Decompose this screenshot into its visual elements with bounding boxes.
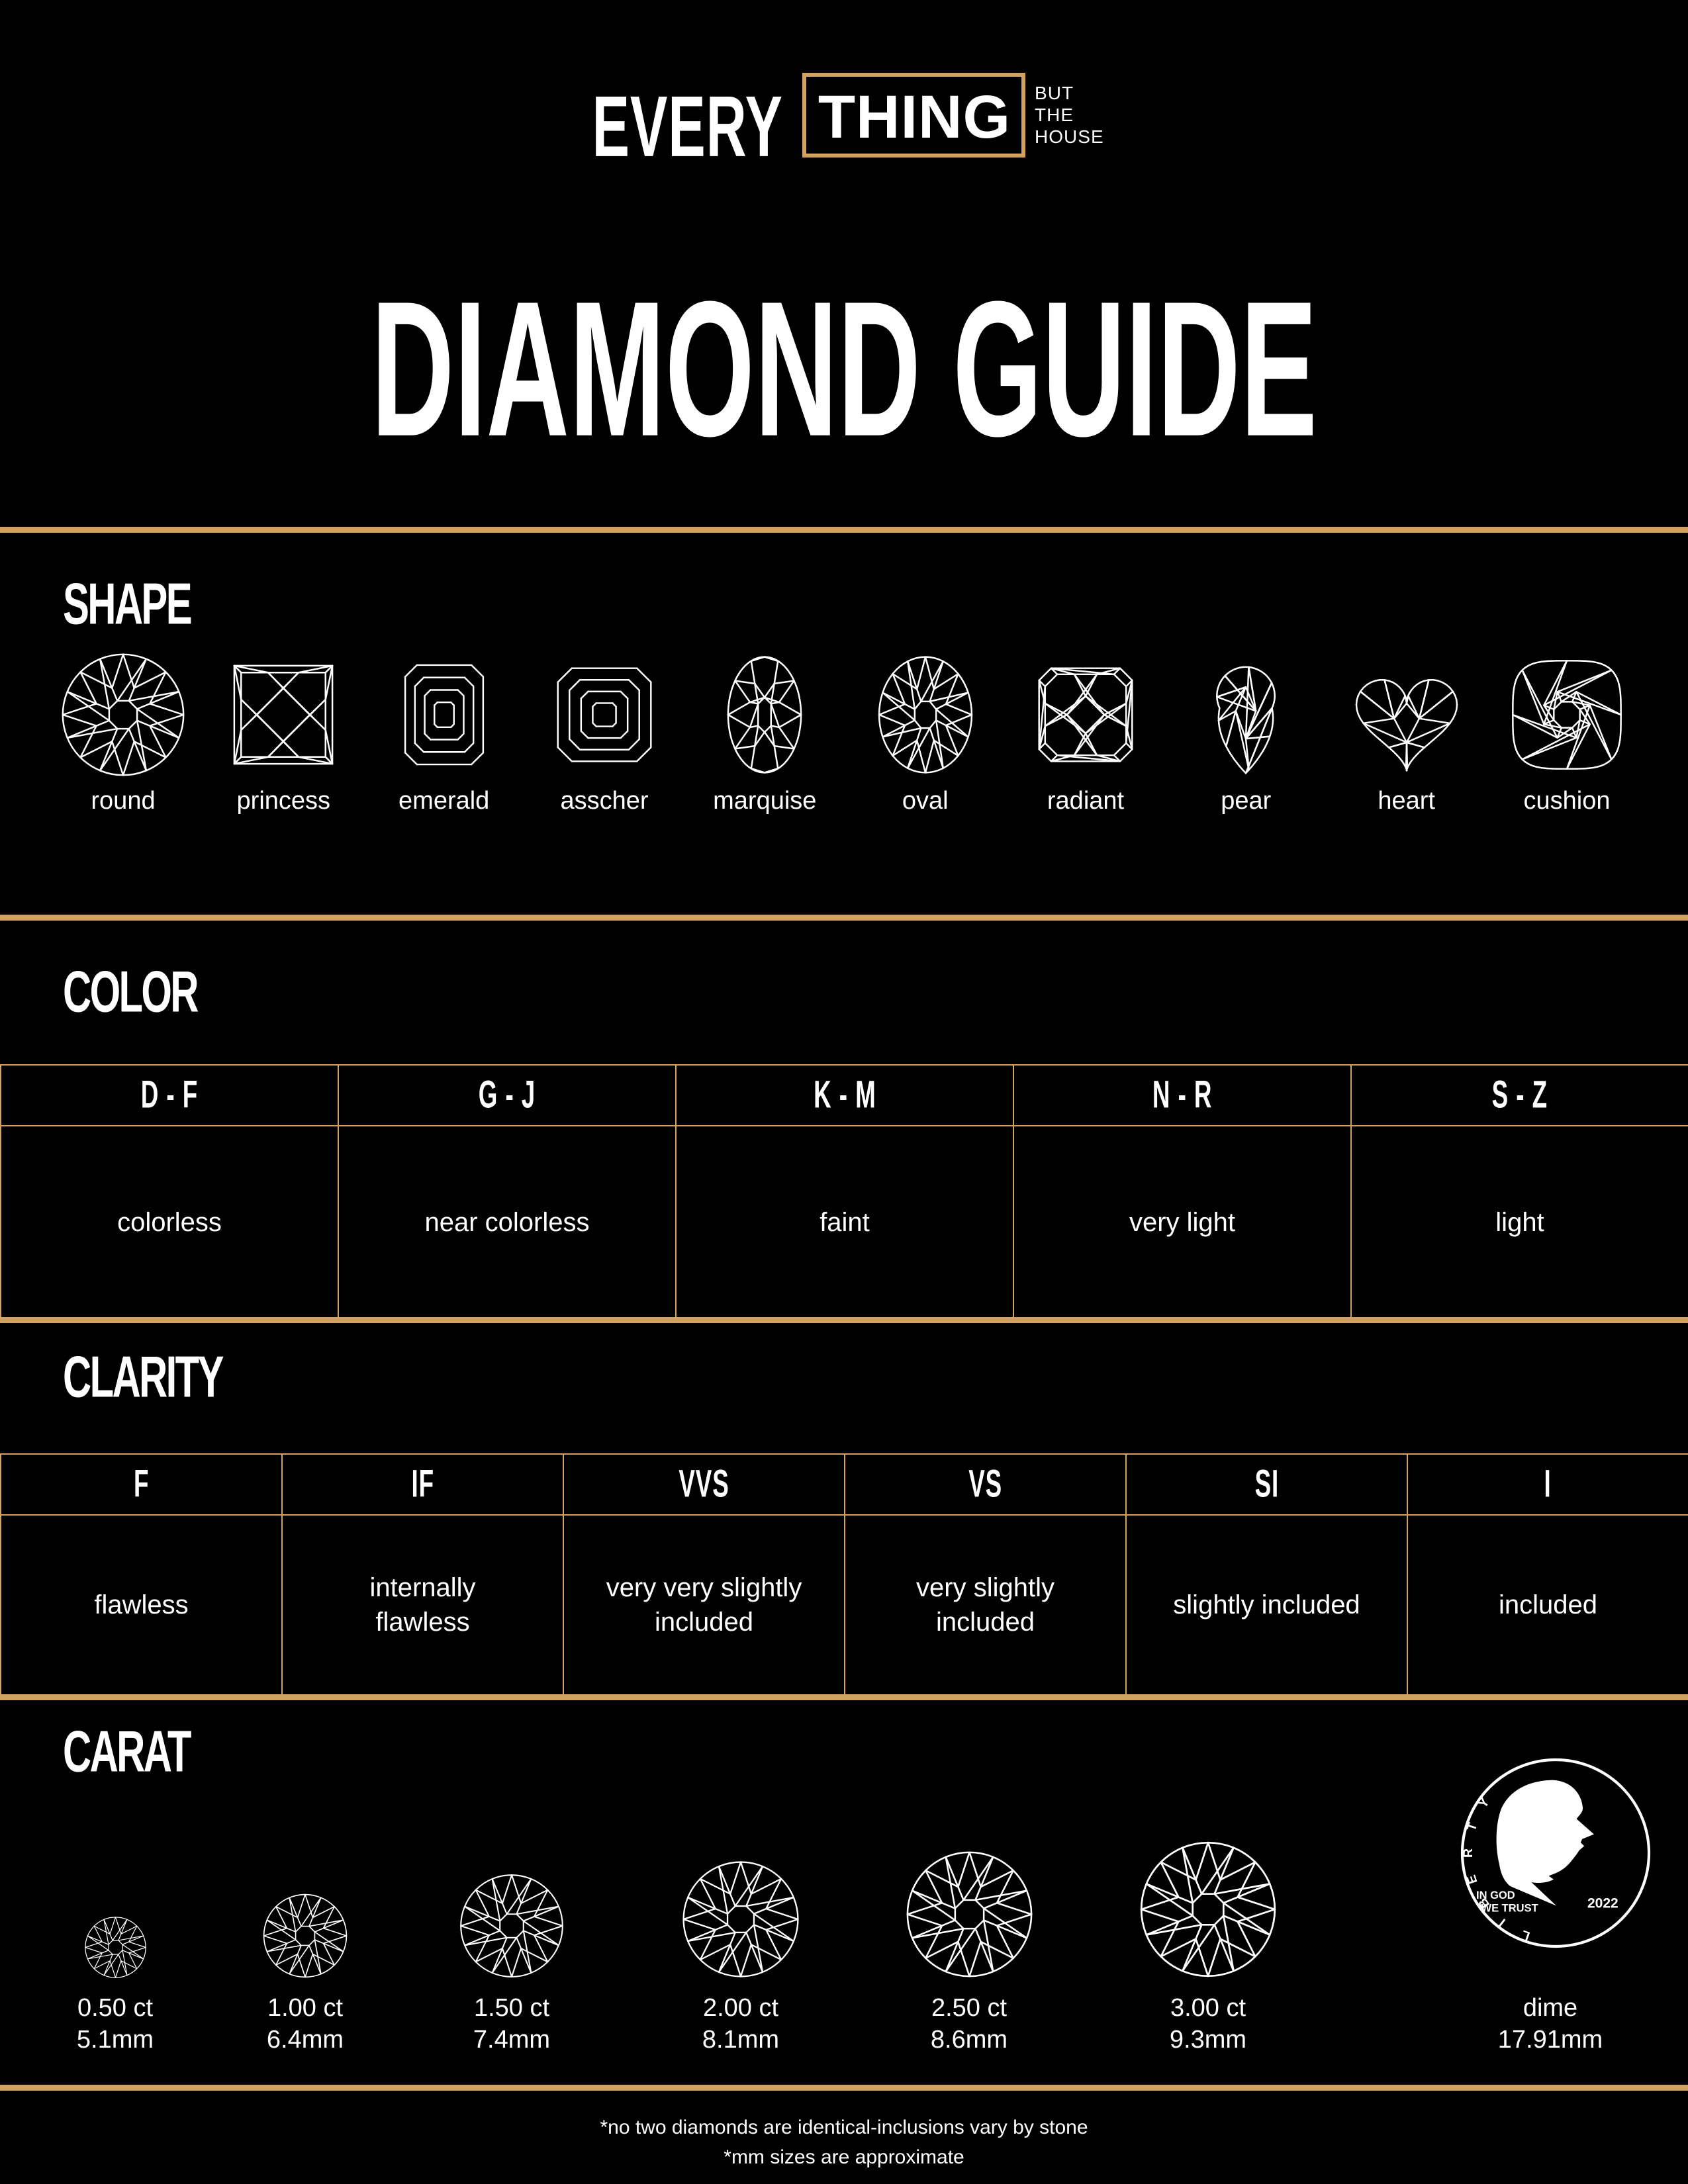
svg-text:2022: 2022 bbox=[1587, 1896, 1618, 1911]
svg-text:Y: Y bbox=[1476, 1796, 1492, 1811]
svg-text:WE TRUST: WE TRUST bbox=[1481, 1903, 1538, 1915]
svg-text:R: R bbox=[1461, 1848, 1476, 1858]
svg-text:I: I bbox=[1497, 1915, 1509, 1929]
svg-text:T: T bbox=[1464, 1821, 1481, 1833]
svg-text:E: E bbox=[1464, 1873, 1481, 1886]
svg-text:IN GOD: IN GOD bbox=[1476, 1889, 1515, 1901]
svg-text:L: L bbox=[1519, 1927, 1532, 1944]
